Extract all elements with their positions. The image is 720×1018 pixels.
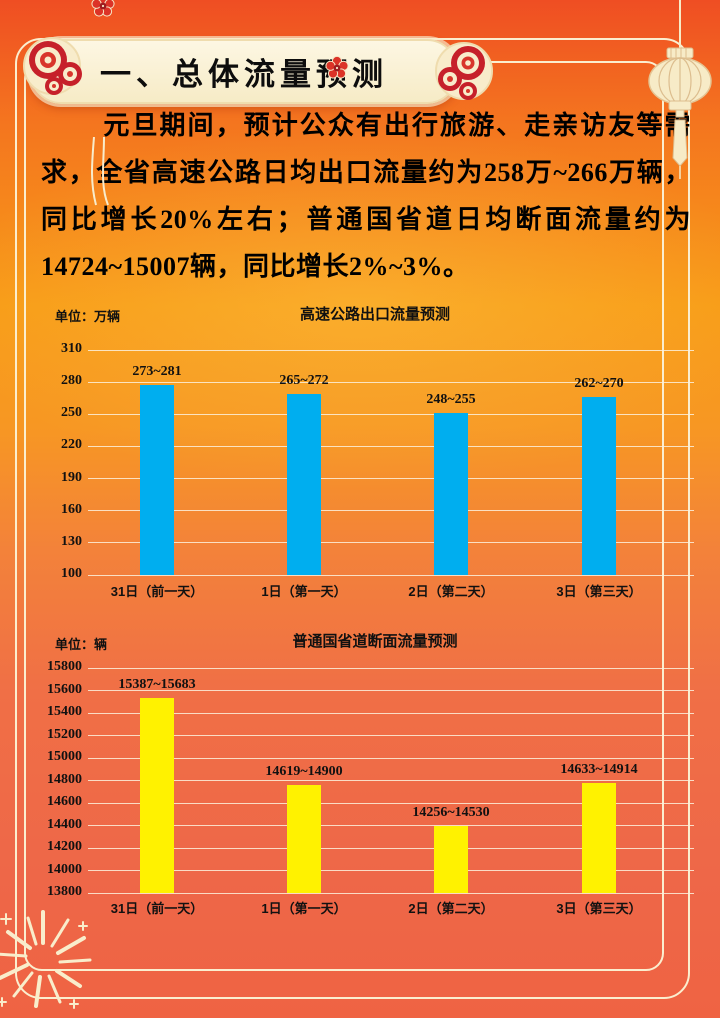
bar — [582, 783, 616, 893]
y-axis-unit-label: 单位：辆 — [55, 637, 108, 652]
x-category-label: 3日（第三天） — [556, 584, 642, 599]
y-axis-unit-label: 单位：万辆 — [55, 309, 121, 324]
y-tick-label: 14000 — [47, 861, 82, 877]
y-tick-label: 15200 — [47, 726, 82, 742]
bar — [287, 785, 321, 893]
bar-range-label: 14256~14530 — [412, 805, 490, 821]
y-tick-label: 14600 — [47, 794, 82, 809]
bar — [434, 412, 468, 575]
bar — [140, 385, 174, 575]
x-category-label: 31日（前一天） — [110, 901, 204, 916]
gridline — [88, 847, 694, 849]
cloud-scroll-icon — [23, 37, 82, 95]
y-tick-label: 190 — [61, 469, 82, 485]
y-tick-label: 160 — [61, 501, 82, 517]
bar-range-label: 265~272 — [279, 373, 329, 389]
firework-icon — [0, 910, 92, 1009]
gridline — [88, 510, 694, 512]
title-banner: 一、总体流量预测 — [23, 37, 493, 206]
y-tick-label: 14800 — [47, 771, 82, 787]
y-tick-label: 14200 — [47, 839, 82, 854]
bar — [434, 826, 468, 893]
gridline — [88, 478, 694, 480]
gridline — [88, 735, 694, 736]
gridline — [88, 574, 694, 576]
chart-title: 普通国省道断面流量预测 — [292, 633, 458, 650]
plum-blossom-icon — [325, 56, 349, 79]
gridline — [88, 757, 694, 759]
y-tick-label: 220 — [61, 437, 82, 453]
intro-paragraph: 元旦期间，预计公众有出行旅游、走亲访友等需求，全省高速公路日均出口流量约为258… — [41, 111, 691, 281]
gridline — [88, 892, 694, 894]
gridline — [88, 690, 694, 691]
y-tick-label: 100 — [61, 566, 82, 581]
cloud-scroll-icon — [435, 42, 493, 100]
gridline — [88, 445, 694, 447]
y-tick-label: 130 — [61, 533, 82, 549]
bar-range-label: 248~255 — [426, 391, 476, 407]
y-tick-label: 15400 — [47, 704, 82, 719]
gridline — [88, 780, 694, 781]
y-tick-label: 250 — [61, 405, 82, 421]
x-category-label: 1日（第一天） — [261, 584, 347, 599]
gridline — [88, 413, 694, 415]
chart-title: 高速公路出口流量预测 — [299, 306, 451, 323]
y-tick-label: 13800 — [47, 884, 82, 899]
gridline — [88, 381, 694, 383]
bar-range-label: 15387~15683 — [118, 676, 196, 692]
gridline — [88, 542, 694, 544]
bar-range-label: 14633~14914 — [560, 762, 638, 778]
y-tick-label: 15800 — [47, 659, 82, 674]
x-category-label: 2日（第二天） — [408, 901, 494, 916]
gridline — [88, 802, 694, 804]
y-tick-label: 280 — [61, 373, 82, 389]
bar — [140, 697, 174, 893]
x-category-label: 3日（第三天） — [556, 901, 642, 916]
bar-range-label: 262~270 — [574, 376, 624, 392]
y-tick-label: 15000 — [47, 749, 82, 764]
gridline — [88, 712, 694, 714]
lantern-icon — [648, 0, 712, 179]
plum-blossom-icon — [91, 0, 115, 17]
y-tick-label: 310 — [61, 341, 82, 356]
gridline — [88, 349, 694, 351]
bar-range-label: 14619~14900 — [265, 764, 343, 780]
bar — [287, 394, 321, 575]
x-category-label: 2日（第二天） — [408, 584, 494, 599]
y-tick-label: 14400 — [47, 816, 82, 832]
gridline — [88, 870, 694, 871]
gridline — [88, 667, 694, 669]
x-category-label: 1日（第一天） — [261, 901, 347, 916]
x-category-label: 31日（前一天） — [110, 584, 204, 599]
hanging-strings — [91, 137, 109, 206]
bar — [582, 397, 616, 575]
gridline — [88, 825, 694, 826]
bar-range-label: 273~281 — [132, 364, 182, 380]
y-tick-label: 15600 — [47, 681, 82, 697]
